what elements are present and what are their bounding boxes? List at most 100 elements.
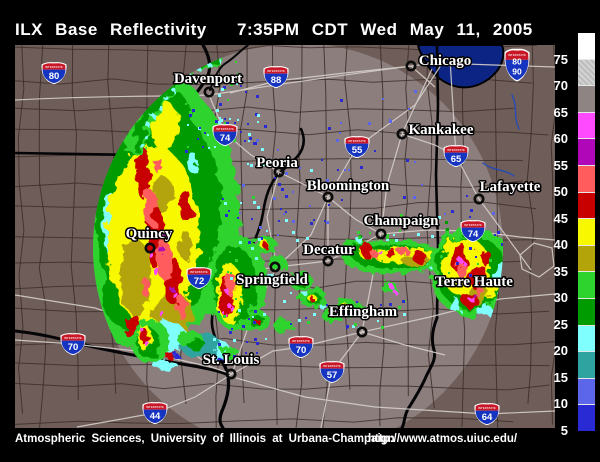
city-dot-champaign xyxy=(375,228,387,240)
city-label-davenport: Davenport xyxy=(174,71,242,87)
city-label-decatur: Decatur xyxy=(303,242,355,258)
svg-text:INTERSTATE: INTERSTATE xyxy=(146,405,164,409)
website-url: http://www.atmos.uiuc.edu/ xyxy=(368,433,518,445)
svg-text:74: 74 xyxy=(468,229,479,240)
svg-text:88: 88 xyxy=(271,75,282,86)
scale-block-20 xyxy=(578,325,595,353)
scale-block-45 xyxy=(578,192,595,220)
svg-text:80: 80 xyxy=(512,57,522,67)
interstate-shield-70: INTERSTATE 70 xyxy=(60,333,86,355)
scale-block-30 xyxy=(578,272,595,299)
reflectivity-scale-labels: 75 70 65 60 55 50 45 40 35 30 25 20 15 10 5 xyxy=(536,33,572,437)
scale-block-5 xyxy=(578,405,595,431)
svg-text:72: 72 xyxy=(194,276,205,287)
scale-block-10 xyxy=(578,378,595,406)
interstate-shield-44: INTERSTATE 44 xyxy=(142,402,168,424)
interstate-shield-80: INTERSTATE 80 xyxy=(41,62,67,84)
scale-label-10: 10 xyxy=(553,396,568,412)
city-dot-decatur xyxy=(322,255,334,267)
reflectivity-color-scale xyxy=(578,33,595,431)
city-labels: Davenport Chicago Kankakee Peoria Bloomingto… xyxy=(124,52,542,370)
scale-block-25 xyxy=(578,298,595,326)
scale-label-50: 50 xyxy=(553,184,568,200)
svg-text:44: 44 xyxy=(150,411,161,422)
scale-block-70 xyxy=(578,59,595,87)
svg-text:INTERSTATE: INTERSTATE xyxy=(323,364,341,368)
svg-text:INTERSTATE: INTERSTATE xyxy=(216,127,234,131)
interstate-shield-70: INTERSTATE 70 xyxy=(288,336,314,358)
scale-block-75 xyxy=(578,33,595,60)
scale-label-45: 45 xyxy=(553,210,568,226)
scale-block-65 xyxy=(578,86,595,113)
city-dot-effingham xyxy=(356,326,368,338)
city-dot-kankakee xyxy=(396,128,408,140)
city-dot-quincy xyxy=(144,242,156,254)
svg-text:74: 74 xyxy=(220,133,231,144)
city-label-kankakee: Kankakee xyxy=(408,122,473,138)
svg-text:INTERSTATE: INTERSTATE xyxy=(292,339,310,343)
svg-text:INTERSTATE: INTERSTATE xyxy=(447,148,465,152)
svg-text:INTERSTATE: INTERSTATE xyxy=(45,65,63,69)
svg-text:INTERSTATE: INTERSTATE xyxy=(348,139,366,143)
city-label-terre-haute: Terre Haute xyxy=(435,274,513,290)
scale-label-75: 75 xyxy=(553,51,568,67)
svg-text:64: 64 xyxy=(482,412,493,423)
svg-text:INTERSTATE: INTERSTATE xyxy=(464,223,482,227)
scale-label-60: 60 xyxy=(553,131,568,147)
scale-label-30: 30 xyxy=(553,290,568,306)
svg-text:57: 57 xyxy=(327,370,338,381)
city-label-quincy: Quincy xyxy=(126,226,173,242)
scale-label-65: 65 xyxy=(553,104,568,120)
city-label-bloomington: Bloomington xyxy=(307,178,390,194)
city-label-springfield: Springfield xyxy=(236,272,308,288)
interstate-shield-57: INTERSTATE 57 xyxy=(319,361,345,383)
city-dot-peoria xyxy=(273,166,285,178)
city-label-st-louis: St. Louis xyxy=(203,352,260,368)
scale-block-60 xyxy=(578,112,595,140)
svg-text:70: 70 xyxy=(296,345,307,356)
radar-map: INTERSTATE 80 INTERSTATE 88 INTERSTATE 74 INTE… xyxy=(13,43,561,453)
interstate-shield-65: INTERSTATE 65 xyxy=(443,145,469,167)
credit-text: Atmospheric Sciences, University of Illi… xyxy=(15,433,395,445)
city-label-chicago: Chicago xyxy=(419,53,472,69)
scale-label-70: 70 xyxy=(553,78,568,94)
scale-label-15: 15 xyxy=(553,369,568,385)
scale-label-55: 55 xyxy=(553,157,568,173)
product-title: ILX Base Reflectivity xyxy=(15,20,207,39)
svg-text:INTERSTATE: INTERSTATE xyxy=(190,270,208,274)
interstate-shield-74: INTERSTATE 74 xyxy=(460,220,486,242)
scale-block-35 xyxy=(578,245,595,273)
scale-label-25: 25 xyxy=(553,316,568,332)
svg-text:INTERSTATE: INTERSTATE xyxy=(478,406,496,410)
svg-text:70: 70 xyxy=(68,342,79,353)
city-label-peoria: Peoria xyxy=(256,155,298,171)
city-label-effingham: Effingham xyxy=(329,304,398,320)
interstate-shield-88: INTERSTATE 88 xyxy=(263,66,289,88)
svg-text:INTERSTATE: INTERSTATE xyxy=(267,69,285,73)
city-dot-chicago xyxy=(405,60,417,72)
city-dot-bloomington xyxy=(322,191,334,203)
city-dot-davenport xyxy=(203,86,215,98)
city-dot-lafayette xyxy=(473,193,485,205)
city-label-lafayette: Lafayette xyxy=(480,179,541,195)
svg-text:55: 55 xyxy=(352,145,363,156)
scale-label-40: 40 xyxy=(553,237,568,253)
timestamp: 7:35PM CDT Wed May 11, 2005 xyxy=(237,20,533,39)
interstate-shield-74: INTERSTATE 74 xyxy=(212,124,238,146)
scale-block-40 xyxy=(578,219,595,246)
scale-block-55 xyxy=(578,139,595,166)
city-label-champaign: Champaign xyxy=(363,213,439,229)
lake-michigan xyxy=(416,44,505,89)
interstate-shield-64: INTERSTATE 64 xyxy=(474,403,500,425)
interstate-shield-72: INTERSTATE 72 xyxy=(186,267,212,289)
svg-text:65: 65 xyxy=(451,154,462,165)
city-dot-springfield xyxy=(269,261,281,273)
svg-text:INTERSTATE: INTERSTATE xyxy=(508,53,526,57)
interstate-shield-55: INTERSTATE 55 xyxy=(344,136,370,158)
city-markers xyxy=(144,60,485,380)
svg-text:80: 80 xyxy=(49,71,60,82)
